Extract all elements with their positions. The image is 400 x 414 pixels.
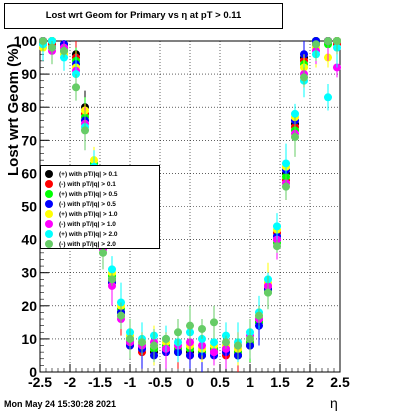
y-tick-label: 80 bbox=[21, 99, 37, 115]
data-point bbox=[39, 37, 47, 45]
x-tick-label: 1 bbox=[246, 374, 254, 390]
data-point bbox=[273, 242, 281, 251]
legend-entry: (-) with pT/|q| > 0.5 bbox=[45, 199, 116, 209]
data-point bbox=[117, 311, 125, 320]
data-point bbox=[300, 73, 308, 82]
data-point bbox=[291, 132, 299, 141]
legend-entry: (-) with pT/|q| > 1.0 bbox=[45, 219, 116, 229]
y-tick-label: 40 bbox=[21, 232, 37, 248]
data-point bbox=[222, 338, 230, 347]
data-point bbox=[210, 348, 218, 357]
x-tick-label: 2.5 bbox=[330, 374, 350, 390]
y-tick-label: 100 bbox=[14, 33, 38, 49]
data-point bbox=[60, 46, 68, 55]
legend-entry: (-) with pT/|q| > 2.0 bbox=[45, 239, 116, 249]
x-tick-label: 2 bbox=[306, 374, 314, 390]
legend-marker bbox=[45, 210, 53, 218]
data-point bbox=[108, 275, 116, 284]
legend-marker bbox=[45, 180, 53, 188]
x-tick-label: -1.5 bbox=[88, 374, 112, 390]
legend-label: (+) with pT/|q| > 1.0 bbox=[59, 210, 118, 218]
data-point bbox=[324, 93, 332, 102]
legend-entry: (-) with pT/|q| > 0.1 bbox=[45, 179, 116, 189]
y-axis-label: Lost wrt Geom (%) bbox=[5, 43, 22, 176]
data-point bbox=[255, 311, 263, 320]
legend-marker bbox=[45, 190, 53, 198]
x-tick-label: 1.5 bbox=[270, 374, 290, 390]
data-point bbox=[174, 328, 182, 337]
x-tick-label: -2.5 bbox=[28, 374, 52, 390]
data-point bbox=[81, 126, 89, 135]
data-point bbox=[333, 37, 341, 45]
legend-label: (-) with pT/|q| > 0.1 bbox=[59, 180, 116, 188]
data-point bbox=[198, 324, 206, 333]
legend-marker bbox=[45, 200, 53, 208]
data-point bbox=[282, 159, 290, 168]
timestamp: Mon May 24 15:30:28 2021 bbox=[4, 399, 117, 409]
legend-label: (-) with pT/|q| > 0.5 bbox=[59, 200, 116, 208]
legend: (+) with pT/|q| > 0.1 (-) with pT/|q| > 0… bbox=[40, 165, 160, 249]
data-point bbox=[312, 40, 320, 49]
legend-label: (+) with pT/|q| > 0.1 bbox=[59, 170, 118, 178]
data-point bbox=[99, 248, 107, 257]
data-point bbox=[108, 265, 116, 274]
x-tick-label: -2 bbox=[64, 374, 77, 390]
legend-entry: (+) with pT/|q| > 2.0 bbox=[45, 229, 118, 239]
data-point bbox=[291, 109, 299, 118]
data-point bbox=[210, 338, 218, 347]
legend-entry: (+) with pT/|q| > 1.0 bbox=[45, 209, 118, 219]
y-tick-label: 90 bbox=[21, 66, 37, 82]
y-tick-label: 30 bbox=[21, 265, 37, 281]
x-tick-label: 0.5 bbox=[210, 374, 230, 390]
data-point bbox=[138, 338, 146, 347]
x-tick-label: 0 bbox=[186, 374, 194, 390]
data-point bbox=[273, 222, 281, 231]
data-point bbox=[324, 37, 332, 45]
data-point bbox=[162, 334, 170, 343]
legend-marker bbox=[45, 230, 53, 238]
y-tick-label: 60 bbox=[21, 165, 37, 181]
y-tick-label: 70 bbox=[21, 132, 37, 148]
y-tick-label: 20 bbox=[21, 298, 37, 314]
data-point bbox=[282, 182, 290, 191]
data-point bbox=[72, 83, 80, 92]
legend-label: (-) with pT/|q| > 2.0 bbox=[59, 240, 116, 248]
y-tick-label: 0 bbox=[29, 364, 37, 380]
data-point bbox=[150, 341, 158, 350]
legend-marker bbox=[45, 220, 53, 228]
legend-label: (+) with pT/|q| > 2.0 bbox=[59, 230, 118, 238]
data-point bbox=[234, 341, 242, 350]
data-point bbox=[126, 334, 134, 343]
chart-title: Lost wrt Geom for Primary vs η at pT > 0… bbox=[4, 3, 283, 29]
y-tick-label: 10 bbox=[21, 331, 37, 347]
legend-entry: (+) with pT/|q| > 0.1 bbox=[45, 169, 118, 179]
data-point bbox=[210, 318, 218, 327]
x-tick-label: -1 bbox=[124, 374, 137, 390]
y-tick-label: 50 bbox=[21, 199, 37, 215]
data-point bbox=[186, 321, 194, 330]
data-point bbox=[264, 288, 272, 297]
series-points bbox=[39, 37, 341, 372]
legend-entry: (+) with pT/|q| > 0.5 bbox=[45, 189, 118, 199]
legend-marker bbox=[45, 240, 53, 248]
x-tick-label: -0.5 bbox=[148, 374, 172, 390]
legend-label: (+) with pT/|q| > 0.5 bbox=[59, 190, 118, 198]
series-8 bbox=[39, 37, 341, 363]
legend-label: (-) with pT/|q| > 1.0 bbox=[59, 220, 116, 228]
data-point bbox=[48, 43, 56, 52]
legend-marker bbox=[45, 170, 53, 178]
x-axis-label: η bbox=[330, 395, 338, 411]
data-point bbox=[246, 334, 254, 343]
